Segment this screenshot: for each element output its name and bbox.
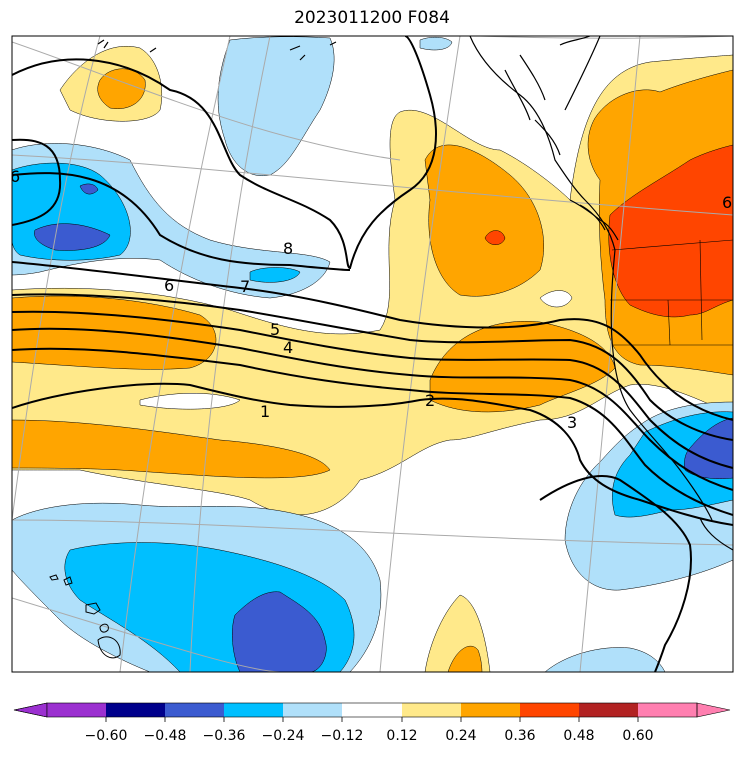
colorbar-seg-10 [579,703,638,717]
colorbar-seg-5 [283,703,342,717]
coastlines [97,36,733,551]
hawaii-islands [49,574,121,659]
contour-label-8: 8 [283,239,293,258]
colorbar-seg-11 [638,703,697,717]
colorbar-seg-8 [461,703,520,717]
colorbar-seg-2 [106,703,165,717]
colorbar-tick-2: −0.48 [143,728,187,744]
colorbar-extend-low [13,702,48,718]
colorbar-tick-5: −0.12 [320,728,364,744]
colorbar-tick-8: 0.36 [504,728,536,744]
contour-labels: 6 8 7 6 5 4 1 2 3 6 [10,167,732,432]
colorbar-tick-7: 0.24 [445,728,477,744]
colorbar-seg-4 [224,703,283,717]
shading-neg-high [34,223,111,251]
colorbar [13,702,731,722]
contour-label-6-left: 6 [10,167,20,186]
contour-label-7: 7 [240,277,250,296]
contour-label-5: 5 [270,320,280,339]
contour-lines [12,36,733,672]
shading-pos-mid [12,295,217,370]
colorbar-seg-3 [165,703,224,717]
colorbar-extend-high [696,702,731,718]
contour-label-6: 6 [164,276,174,295]
contour-label-3: 3 [567,413,577,432]
contour-label-4: 4 [283,338,293,357]
field-layer: 6 8 7 6 5 4 1 2 3 6 [10,36,733,672]
colorbar-tick-10: 0.60 [622,728,654,744]
contour-label-1: 1 [260,402,270,421]
colorbar-seg-9 [520,703,579,717]
colorbar-tick-9: 0.48 [563,728,595,744]
colorbar-seg-6 [342,703,402,717]
colorbar-tick-1: −0.60 [84,728,128,744]
contour-label-6-right: 6 [722,193,732,212]
map-frame [11,35,734,673]
colorbar-seg-1 [47,703,106,717]
colorbar-tick-6: 0.12 [386,728,418,744]
colorbar-seg-7 [402,703,461,717]
colorbar-tick-3: −0.36 [202,728,246,744]
map-title: 2023011200 F084 [294,8,450,28]
shading-pos-high [608,144,733,318]
colorbar-tick-4: −0.24 [261,728,305,744]
contour-label-2: 2 [425,391,435,410]
